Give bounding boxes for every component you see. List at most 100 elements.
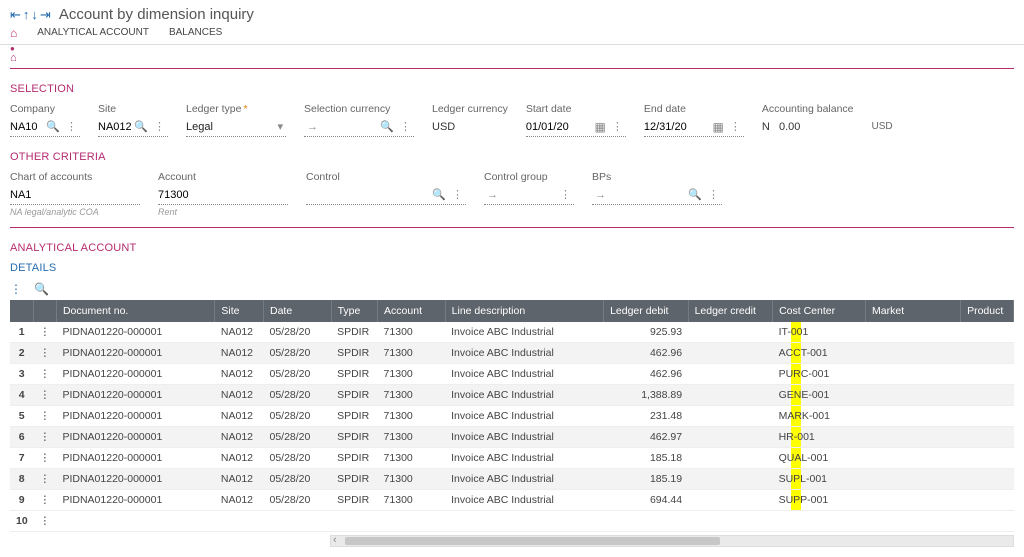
row-menu-icon[interactable]: ⋮ [33, 448, 56, 469]
col-type[interactable]: Type [331, 300, 377, 322]
scroll-left-icon[interactable]: ‹ [333, 534, 337, 546]
accbal-label: Accounting balance [762, 103, 854, 115]
cgroup-input[interactable]: → ⋮ [484, 185, 574, 205]
home-small-icon[interactable]: ⌂ [0, 52, 1024, 68]
cgroup-value[interactable] [501, 189, 557, 201]
nav-arrows: ⇤ ↑ ↓ ⇥ [10, 7, 51, 23]
row-menu-icon[interactable]: ⋮ [33, 406, 56, 427]
menu-icon[interactable]: ⋮ [151, 120, 168, 133]
calendar-icon[interactable]: ▦ [592, 120, 609, 134]
col-site[interactable]: Site [215, 300, 264, 322]
table-row[interactable]: 1⋮PIDNA01220-000001NA01205/28/20SPDIR713… [10, 322, 1014, 343]
row-menu-icon[interactable]: ⋮ [33, 322, 56, 343]
ledger-type-select[interactable]: Legal ▾ [186, 117, 286, 137]
control-input[interactable]: 🔍 ⋮ [306, 185, 466, 205]
nav-first-icon[interactable]: ⇤ [10, 7, 21, 23]
account-label: Account [158, 171, 288, 183]
cell-market [866, 490, 961, 511]
nav-last-icon[interactable]: ⇥ [40, 7, 51, 23]
section-divider [10, 68, 1014, 69]
home-icon[interactable]: ⌂ [10, 26, 17, 40]
site-value[interactable] [98, 121, 131, 133]
row-menu-icon[interactable]: ⋮ [33, 490, 56, 511]
cell-product [961, 427, 1014, 448]
tab-balances[interactable]: BALANCES [169, 25, 222, 40]
col-desc[interactable]: Line description [445, 300, 603, 322]
cell-account: 71300 [378, 364, 446, 385]
row-menu-icon[interactable]: ⋮ [33, 385, 56, 406]
cell-cost-center: PURC-001 [773, 364, 866, 385]
col-cost-center[interactable]: Cost Center [773, 300, 866, 322]
menu-icon[interactable]: ⋮ [63, 120, 80, 133]
row-number: 5 [10, 406, 33, 427]
col-debit[interactable]: Ledger debit [604, 300, 689, 322]
chevron-down-icon[interactable]: ▾ [274, 120, 286, 133]
end-date-value[interactable] [644, 121, 710, 133]
col-date[interactable]: Date [263, 300, 331, 322]
lookup-icon[interactable]: 🔍 [429, 188, 449, 201]
row-menu-icon[interactable]: ⋮ [33, 469, 56, 490]
table-row[interactable]: 7⋮PIDNA01220-000001NA01205/28/20SPDIR713… [10, 448, 1014, 469]
tab-analytical-account[interactable]: ANALYTICAL ACCOUNT [37, 25, 149, 40]
table-row[interactable]: 9⋮PIDNA01220-000001NA01205/28/20SPDIR713… [10, 490, 1014, 511]
table-row[interactable]: 4⋮PIDNA01220-000001NA01205/28/20SPDIR713… [10, 385, 1014, 406]
sel-currency-input[interactable]: → 🔍 ⋮ [304, 117, 414, 137]
end-date-input[interactable]: ▦ ⋮ [644, 117, 744, 137]
col-product[interactable]: Product [961, 300, 1014, 322]
other-fields: Chart of accounts NA legal/analytic COA … [0, 167, 1024, 227]
lookup-icon[interactable]: 🔍 [43, 120, 63, 133]
table-row[interactable]: 3⋮PIDNA01220-000001NA01205/28/20SPDIR713… [10, 364, 1014, 385]
row-menu-icon[interactable]: ⋮ [33, 511, 56, 532]
row-menu-icon[interactable]: ⋮ [33, 427, 56, 448]
scrollbar-thumb[interactable] [345, 537, 720, 545]
cell-debit: 462.97 [604, 427, 689, 448]
nav-next-icon[interactable]: ↓ [31, 7, 38, 23]
col-market[interactable]: Market [866, 300, 961, 322]
lookup-icon[interactable]: 🔍 [685, 188, 705, 201]
menu-icon[interactable]: ⋮ [609, 120, 626, 133]
start-date-input[interactable]: ▦ ⋮ [526, 117, 626, 137]
bps-input[interactable]: → 🔍 ⋮ [592, 185, 722, 205]
calendar-icon[interactable]: ▦ [710, 120, 727, 134]
lookup-icon[interactable]: 🔍 [131, 120, 151, 133]
horizontal-scrollbar[interactable]: ‹ [330, 535, 1014, 547]
col-credit[interactable]: Ledger credit [688, 300, 773, 322]
nav-prev-icon[interactable]: ↑ [23, 7, 30, 23]
cell-type: SPDIR [331, 406, 377, 427]
details-menu-icon[interactable]: ⋮ [10, 282, 22, 296]
coa-value[interactable] [10, 189, 140, 201]
details-search-icon[interactable]: 🔍 [34, 282, 49, 296]
menu-icon[interactable]: ⋮ [557, 188, 574, 201]
table-row[interactable]: 8⋮PIDNA01220-000001NA01205/28/20SPDIR713… [10, 469, 1014, 490]
table-row[interactable]: 5⋮PIDNA01220-000001NA01205/28/20SPDIR713… [10, 406, 1014, 427]
cell-date: 05/28/20 [263, 448, 331, 469]
menu-icon[interactable]: ⋮ [705, 188, 722, 201]
sel-currency-value[interactable] [321, 121, 377, 133]
cell-product [961, 364, 1014, 385]
control-value[interactable] [306, 189, 429, 201]
start-date-value[interactable] [526, 121, 592, 133]
col-rownum[interactable] [10, 300, 33, 322]
company-input[interactable]: 🔍 ⋮ [10, 117, 80, 137]
table-row[interactable]: 6⋮PIDNA01220-000001NA01205/28/20SPDIR713… [10, 427, 1014, 448]
col-account[interactable]: Account [378, 300, 446, 322]
col-doc[interactable]: Document no. [56, 300, 214, 322]
cell-site: NA012 [215, 364, 264, 385]
coa-input[interactable] [10, 185, 140, 205]
company-value[interactable] [10, 121, 43, 133]
cell-debit: 185.19 [604, 469, 689, 490]
table-row[interactable]: 2⋮PIDNA01220-000001NA01205/28/20SPDIR713… [10, 343, 1014, 364]
col-rowmenu[interactable] [33, 300, 56, 322]
account-value[interactable] [158, 189, 288, 201]
menu-icon[interactable]: ⋮ [449, 188, 466, 201]
site-input[interactable]: 🔍 ⋮ [98, 117, 168, 137]
bps-value[interactable] [609, 189, 685, 201]
menu-icon[interactable]: ⋮ [727, 120, 744, 133]
table-row-empty[interactable]: 10⋮ [10, 511, 1014, 532]
lookup-icon[interactable]: 🔍 [377, 120, 397, 133]
row-menu-icon[interactable]: ⋮ [33, 343, 56, 364]
menu-icon[interactable]: ⋮ [397, 120, 414, 133]
tab-row: ⌂ ANALYTICAL ACCOUNT BALANCES [0, 25, 1024, 45]
account-input[interactable] [158, 185, 288, 205]
row-menu-icon[interactable]: ⋮ [33, 364, 56, 385]
